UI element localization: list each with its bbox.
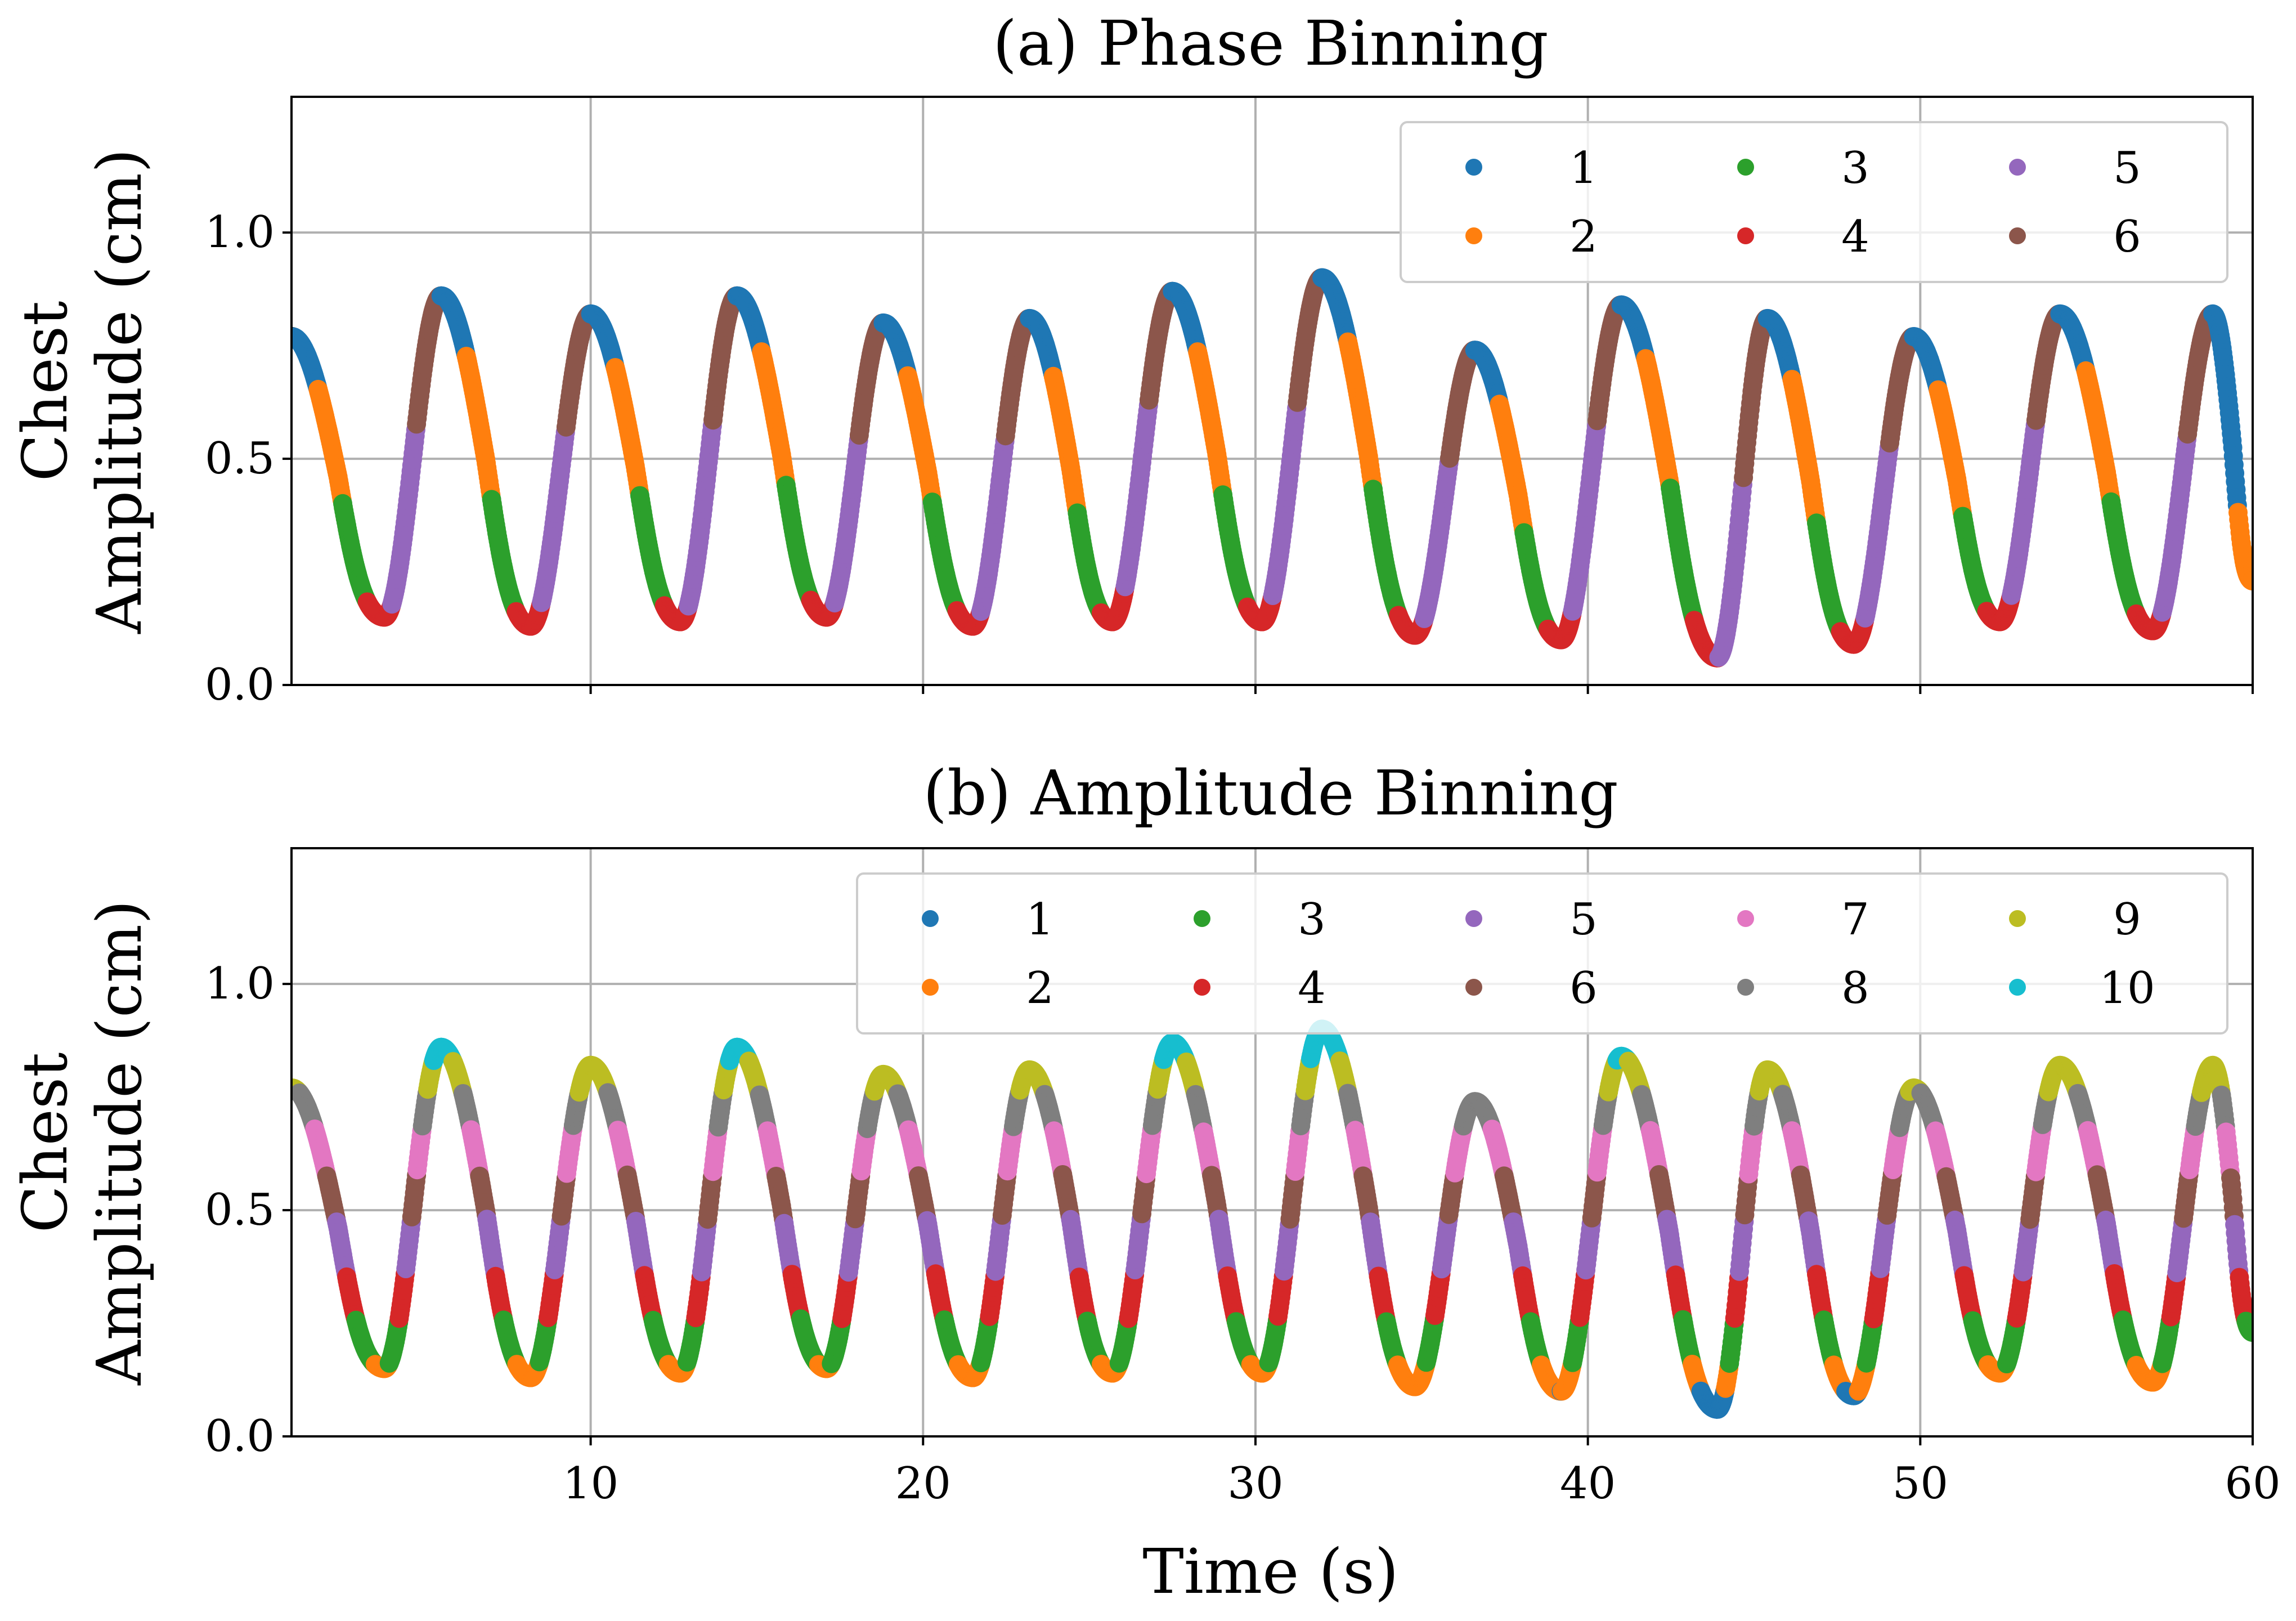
- panel-a-legend-label-5: 5: [2113, 143, 2141, 194]
- panel-a-legend-marker-5: [2009, 159, 2026, 176]
- panel-a-ylabel-line2: Amplitude (cm): [83, 149, 155, 634]
- panel-a-legend-label-3: 3: [1841, 143, 1869, 194]
- panel-a-legend-label-6: 6: [2113, 212, 2141, 262]
- panel-b-data-points: [292, 1019, 2253, 1419]
- panel-b-title: (b) Amplitude Binning: [923, 757, 1618, 829]
- panel-b-amplitude-binning: (b) Amplitude Binning 10 20 30 40 50 600.00.5…: [9, 757, 2281, 1607]
- panel-a-ylabel-line1: Chest: [9, 301, 81, 482]
- panel-a-ytick-label: 0.5: [205, 433, 275, 484]
- panel-a-legend-label-1: 1: [1569, 143, 1598, 194]
- panel-a-legend-label-4: 4: [1841, 212, 1869, 262]
- panel-a-data-point: [2243, 571, 2253, 591]
- panel-a-legend-marker-4: [1737, 227, 1754, 244]
- panel-a-legend-label-2: 2: [1569, 212, 1598, 262]
- panel-a-axes-frame: [290, 96, 2254, 686]
- panel-a-data-points: [292, 268, 2253, 668]
- panel-a-ticks: 0.0 0.5 1.0: [205, 207, 2254, 710]
- panel-a-ytick-label: 0.0: [205, 660, 275, 710]
- panel-a-legend: 1 2 3 4 5 6: [1400, 121, 2228, 283]
- panel-a-phase-binning: (a) Phase Binning 0.0 0.5 1.0 Chest Amplit…: [9, 7, 2254, 710]
- panel-a-title: (a) Phase Binning: [993, 7, 1548, 79]
- panel-a-legend-marker-3: [1737, 159, 1754, 176]
- panel-a-ytick-label: 1.0: [205, 207, 275, 258]
- panel-a-legend-marker-6: [2009, 227, 2026, 244]
- panel-a-legend-marker-2: [1465, 227, 1482, 244]
- panel-a-legend-marker-1: [1465, 159, 1482, 176]
- panel-a-legend-box: [1400, 121, 2228, 283]
